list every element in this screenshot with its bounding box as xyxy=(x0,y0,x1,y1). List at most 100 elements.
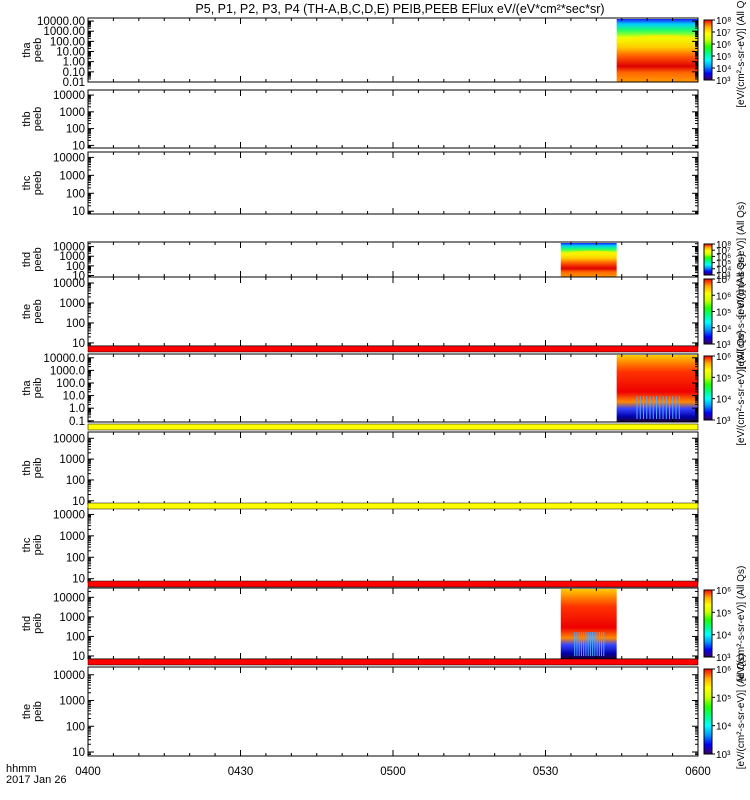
y-tick-label: 0.10 xyxy=(63,67,85,79)
colorbar xyxy=(703,355,713,421)
panel-thc-peeb: 10000 1000 100 10 thc peeb xyxy=(21,151,699,218)
y-tick-label: 100 xyxy=(66,631,85,643)
y-tick-label: 10000 xyxy=(53,592,85,604)
y-tick-label: 10000 xyxy=(53,90,85,102)
y-tick-label: 1.00 xyxy=(63,57,85,69)
y-axis-label: the xyxy=(21,304,33,319)
colorbar-label: [eV/(cm²-s-sr-eV)] (All Qs) xyxy=(736,0,747,108)
y-axis-label: peib xyxy=(32,613,44,634)
y-axis-label: thb xyxy=(21,460,33,475)
colorbar-tick-label: 10⁶ xyxy=(716,40,731,51)
colorbar-label: [eV/(cm²-s-sr-eV)] (All Qs) xyxy=(736,654,747,770)
quality-flag-bar xyxy=(87,423,699,431)
spectrogram-feature xyxy=(560,250,617,257)
quality-flag-bar xyxy=(87,345,699,353)
colorbar-tick-label: 10³ xyxy=(716,340,731,351)
y-tick-label: 10000 xyxy=(53,433,85,445)
figure-title: P5, P1, P2, P3, P4 (TH-A,B,C,D,E) PEIB,P… xyxy=(195,2,604,16)
colorbar-tick-label: 10⁵ xyxy=(716,693,731,704)
y-axis-label: thb xyxy=(21,111,33,126)
panel-thb-peib: 10000 1000 100 10 thb peib xyxy=(21,431,699,508)
y-tick-label: 100 xyxy=(66,188,85,200)
y-axis-label: peeb xyxy=(32,299,44,323)
x-tick-label: 0600 xyxy=(685,766,711,778)
time-axis-label: hhmm xyxy=(6,763,37,775)
colorbar-tick-label: 10⁷ xyxy=(716,275,731,286)
spectrogram-data xyxy=(560,243,617,277)
colorbar-tick-label: 10⁵ xyxy=(716,608,731,619)
y-tick-label: 100 xyxy=(66,552,85,564)
x-tick-label: 0400 xyxy=(75,766,101,778)
y-tick-label: 10.00 xyxy=(56,47,85,59)
y-axis-label: peib xyxy=(32,535,44,556)
colorbar-tick-label: 10⁴ xyxy=(716,395,731,406)
colorbar-tick-label: 10⁵ xyxy=(716,259,731,270)
y-tick-label: 100 xyxy=(66,475,85,487)
panel-frame xyxy=(87,666,699,757)
y-tick-label: 10 xyxy=(72,140,85,152)
y-tick-label: 1000 xyxy=(59,298,85,310)
colorbar-label: [eV/(cm²-s-sr-eV)] (All Qs) xyxy=(736,254,747,370)
panel-frame xyxy=(87,507,699,583)
y-axis-label: peib xyxy=(32,378,44,399)
y-tick-label: 1000 xyxy=(59,107,85,119)
time-axis: 0400 0430 0500 0530 0600 xyxy=(75,766,711,778)
y-tick-label: 10 xyxy=(72,574,85,586)
colorbar-tick-label: 10⁶ xyxy=(716,586,731,597)
colorbar-tick-label: 10⁷ xyxy=(716,246,731,257)
quality-flag-bar xyxy=(87,580,699,588)
panel-frame xyxy=(87,151,699,215)
y-axis-label: peib xyxy=(32,701,44,722)
y-tick-label: 1000 xyxy=(59,251,85,263)
y-axis-label: peeb xyxy=(32,107,44,131)
panel-frame xyxy=(87,17,699,83)
date-label: 2017 Jan 26 xyxy=(6,774,67,786)
colorbar-tick-label: 10³ xyxy=(716,416,731,427)
panel-frame xyxy=(87,276,699,347)
colorbar-tick-label: 10³ xyxy=(716,750,731,761)
y-tick-label: 10000 xyxy=(53,152,85,164)
y-axis-label: peeb xyxy=(32,247,44,271)
spectrogram-feature xyxy=(616,34,699,44)
x-tick-label: 0500 xyxy=(380,766,406,778)
colorbar-label: [eV/(cm²-s-sr-eV)] (All Qs) xyxy=(736,202,747,318)
y-tick-label: 10000 xyxy=(53,242,85,254)
colorbar xyxy=(703,278,713,345)
colorbar-tick-label: 10⁴ xyxy=(716,64,731,75)
y-tick-label: 1000 xyxy=(59,612,85,624)
panel-thb-peeb: 10000 1000 100 10 thb peeb xyxy=(21,89,699,152)
spectrogram-data xyxy=(616,355,698,422)
y-axis-label: tha xyxy=(21,41,33,57)
panel-the-peib: 10000 1000 100 10 the peib 10⁶ 10⁵ 10⁴ 10³ [eV/(cm… xyxy=(21,654,747,770)
colorbar-tick-label: 10⁶ xyxy=(716,352,731,363)
colorbar xyxy=(703,243,713,276)
y-tick-label: 1000 xyxy=(59,531,85,543)
y-tick-label: 1.0 xyxy=(69,403,85,415)
y-tick-label: 1000.00 xyxy=(43,26,85,38)
colorbar-tick-label: 10⁴ xyxy=(716,722,731,733)
colorbar-tick-label: 10⁴ xyxy=(716,265,731,276)
y-tick-label: 10000 xyxy=(53,278,85,290)
y-axis-label: thd xyxy=(21,252,33,267)
colorbar-label: [eV/(cm²-s-sr-eV)] (All Qs) xyxy=(736,330,747,446)
colorbar-tick-label: 10⁶ xyxy=(716,291,731,302)
y-tick-label: 10 xyxy=(72,271,85,283)
colorbar-tick-label: 10³ xyxy=(716,76,731,87)
y-tick-label: 10000.0 xyxy=(43,353,85,365)
y-axis-label: tha xyxy=(21,379,33,395)
y-tick-label: 10 xyxy=(72,338,85,350)
y-axis-label: thc xyxy=(21,537,33,552)
y-tick-label: 1000 xyxy=(59,696,85,708)
colorbar-tick-label: 10³ xyxy=(716,271,731,282)
y-tick-label: 100 xyxy=(66,124,85,136)
y-tick-label: 10000 xyxy=(53,509,85,521)
y-tick-label: 10 xyxy=(72,747,85,759)
x-tick-label: 0430 xyxy=(228,766,254,778)
colorbar-label: [eV/(cm²-s-sr-eV)] (All Qs) xyxy=(736,566,747,682)
colorbar-tick-label: 10⁵ xyxy=(716,373,731,384)
y-axis-label: thc xyxy=(21,175,33,190)
y-tick-label: 100.00 xyxy=(50,36,85,48)
